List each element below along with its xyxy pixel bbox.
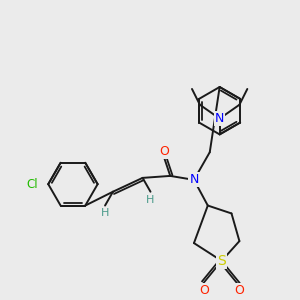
Text: H: H bbox=[101, 208, 109, 218]
Text: H: H bbox=[146, 195, 155, 205]
Text: S: S bbox=[217, 254, 226, 268]
Text: N: N bbox=[189, 173, 199, 186]
Text: O: O bbox=[199, 284, 209, 297]
Text: O: O bbox=[159, 145, 169, 158]
Text: N: N bbox=[215, 112, 224, 125]
Text: O: O bbox=[235, 284, 244, 297]
Text: Cl: Cl bbox=[27, 178, 38, 191]
